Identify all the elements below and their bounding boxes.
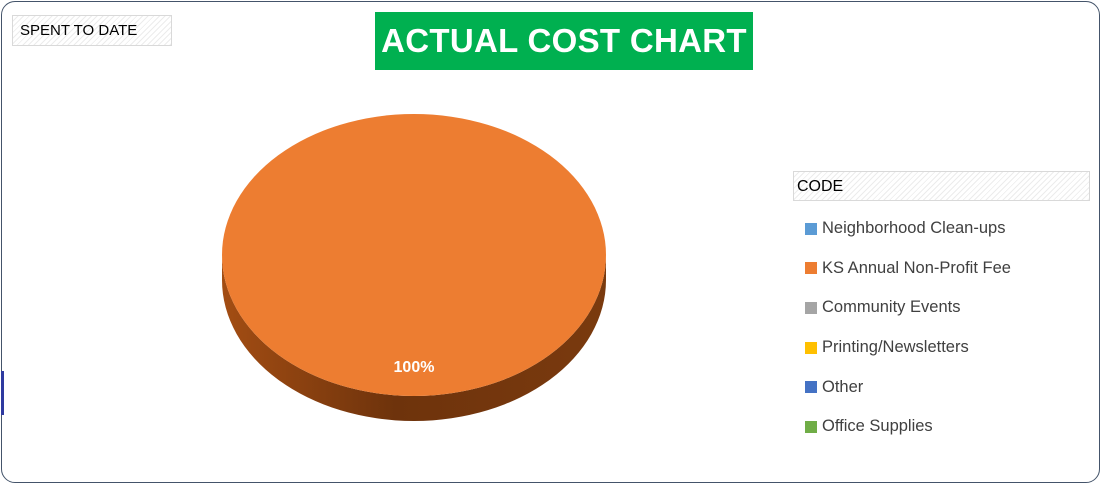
pie-data-label: 100% xyxy=(394,359,435,376)
legend-item[interactable]: Printing/Newsletters xyxy=(805,328,1011,368)
legend-label: Community Events xyxy=(822,298,961,317)
legend-item[interactable]: Neighborhood Clean-ups xyxy=(805,209,1011,249)
legend-item[interactable]: KS Annual Non-Profit Fee xyxy=(805,249,1011,289)
legend-swatch xyxy=(805,262,817,275)
legend-swatch xyxy=(805,301,817,314)
legend-label: Office Supplies xyxy=(822,417,933,436)
legend-title-text: CODE xyxy=(797,178,844,195)
chart-title-text: ACTUAL COST CHART xyxy=(381,22,747,59)
legend-label: Printing/Newsletters xyxy=(822,338,969,357)
legend-label: KS Annual Non-Profit Fee xyxy=(822,258,1011,277)
legend-item[interactable]: Other xyxy=(805,367,1011,407)
chart-legend: Neighborhood Clean-ups KS Annual Non-Prof… xyxy=(805,209,1011,447)
selection-marker xyxy=(1,371,4,415)
pie-slice[interactable] xyxy=(222,114,606,396)
spent-to-date-field-button[interactable]: SPENT TO DATE xyxy=(12,15,172,46)
legend-swatch xyxy=(805,341,817,354)
legend-swatch xyxy=(805,222,817,235)
chart-title: ACTUAL COST CHART xyxy=(375,12,753,70)
legend-item[interactable]: Office Supplies xyxy=(805,407,1011,447)
legend-swatch xyxy=(805,381,817,394)
legend-swatch xyxy=(805,420,817,433)
legend-field-button[interactable]: CODE xyxy=(793,171,1090,201)
legend-label: Other xyxy=(822,377,864,396)
field-button-label: SPENT TO DATE xyxy=(20,22,138,39)
legend-item[interactable]: Community Events xyxy=(805,288,1011,328)
pie-slice-side xyxy=(222,255,606,421)
legend-label: Neighborhood Clean-ups xyxy=(822,219,1006,238)
